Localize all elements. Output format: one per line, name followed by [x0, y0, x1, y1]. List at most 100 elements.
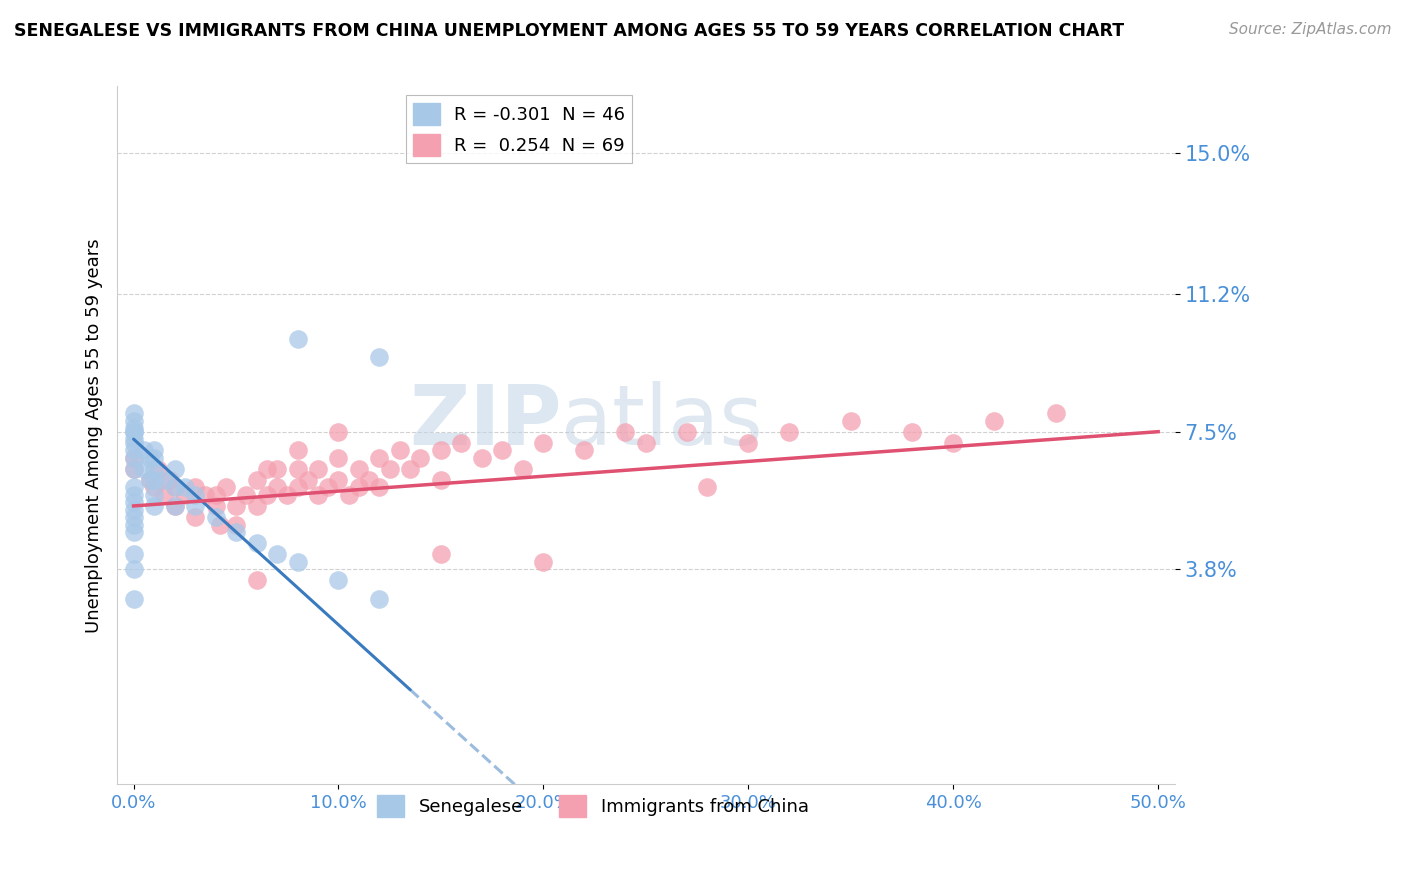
Point — [122, 421, 145, 435]
Point — [139, 450, 162, 465]
Point — [184, 480, 207, 494]
Point — [122, 495, 145, 509]
Point — [235, 488, 257, 502]
Point — [122, 524, 145, 539]
Point — [287, 555, 309, 569]
Point — [143, 480, 166, 494]
Point — [983, 413, 1005, 427]
Point — [328, 450, 350, 465]
Point — [634, 435, 657, 450]
Point — [266, 462, 288, 476]
Point — [347, 462, 370, 476]
Point — [328, 425, 350, 439]
Point — [143, 499, 166, 513]
Point — [204, 499, 226, 513]
Point — [122, 488, 145, 502]
Point — [328, 473, 350, 487]
Point — [204, 510, 226, 524]
Point — [163, 480, 186, 494]
Point — [307, 488, 329, 502]
Point — [1045, 406, 1067, 420]
Point — [132, 443, 155, 458]
Point — [614, 425, 637, 439]
Text: SENEGALESE VS IMMIGRANTS FROM CHINA UNEMPLOYMENT AMONG AGES 55 TO 59 YEARS CORRE: SENEGALESE VS IMMIGRANTS FROM CHINA UNEM… — [14, 22, 1125, 40]
Point — [245, 473, 267, 487]
Point — [153, 488, 176, 502]
Point — [122, 480, 145, 494]
Point — [122, 510, 145, 524]
Point — [778, 425, 800, 439]
Point — [122, 425, 145, 439]
Point — [184, 488, 207, 502]
Point — [122, 413, 145, 427]
Point — [184, 499, 207, 513]
Point — [337, 488, 360, 502]
Point — [225, 524, 247, 539]
Point — [139, 473, 162, 487]
Point — [696, 480, 718, 494]
Point — [122, 562, 145, 576]
Point — [122, 591, 145, 606]
Point — [122, 450, 145, 465]
Point — [122, 462, 145, 476]
Point — [143, 450, 166, 465]
Point — [287, 332, 309, 346]
Point — [347, 480, 370, 494]
Point — [122, 435, 145, 450]
Point — [287, 443, 309, 458]
Point — [430, 473, 453, 487]
Point — [359, 473, 381, 487]
Point — [368, 591, 391, 606]
Text: Source: ZipAtlas.com: Source: ZipAtlas.com — [1229, 22, 1392, 37]
Point — [122, 425, 145, 439]
Point — [491, 443, 513, 458]
Point — [122, 443, 145, 458]
Point — [122, 432, 145, 446]
Point — [194, 488, 217, 502]
Point — [122, 517, 145, 532]
Point — [266, 547, 288, 561]
Point — [531, 435, 554, 450]
Point — [430, 443, 453, 458]
Point — [245, 573, 267, 587]
Point — [204, 488, 226, 502]
Point — [409, 450, 432, 465]
Point — [159, 473, 181, 487]
Point — [153, 473, 176, 487]
Point — [146, 462, 169, 476]
Point — [297, 473, 319, 487]
Text: atlas: atlas — [561, 381, 763, 462]
Point — [368, 480, 391, 494]
Point — [676, 425, 699, 439]
Point — [266, 480, 288, 494]
Point — [512, 462, 534, 476]
Point — [471, 450, 494, 465]
Point — [328, 573, 350, 587]
Point — [143, 473, 166, 487]
Point — [737, 435, 759, 450]
Point — [132, 462, 155, 476]
Point — [287, 462, 309, 476]
Point — [942, 435, 965, 450]
Point — [256, 462, 278, 476]
Point — [163, 480, 186, 494]
Point — [173, 488, 195, 502]
Point — [531, 555, 554, 569]
Point — [225, 517, 247, 532]
Point — [163, 462, 186, 476]
Point — [901, 425, 924, 439]
Text: ZIP: ZIP — [409, 381, 561, 462]
Point — [184, 510, 207, 524]
Point — [276, 488, 298, 502]
Point — [143, 462, 166, 476]
Point — [245, 536, 267, 550]
Point — [388, 443, 411, 458]
Point — [287, 480, 309, 494]
Point — [574, 443, 596, 458]
Point — [122, 502, 145, 516]
Point — [122, 462, 145, 476]
Point — [839, 413, 862, 427]
Point — [143, 488, 166, 502]
Point — [450, 435, 472, 450]
Point — [378, 462, 401, 476]
